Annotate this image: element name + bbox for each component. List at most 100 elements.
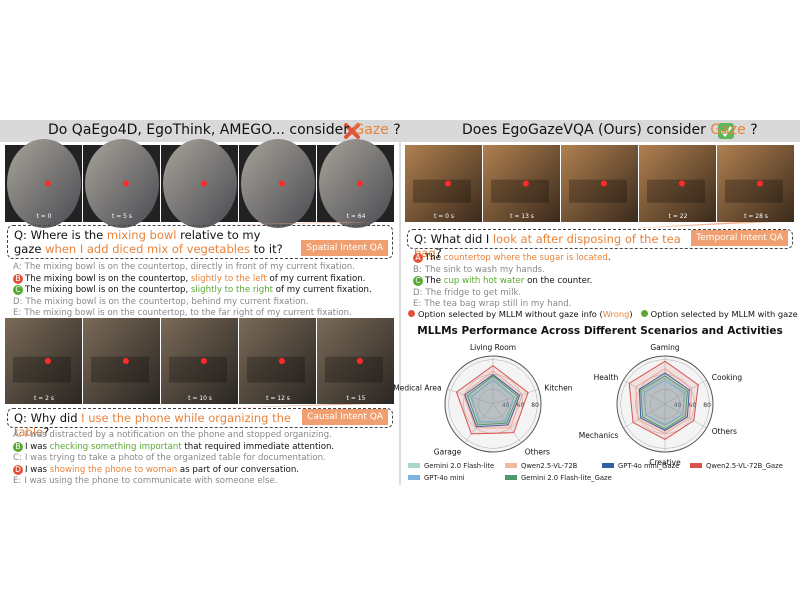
- text-segment: ?: [745, 122, 758, 138]
- gaze-point: [756, 180, 763, 187]
- radar-category-label: Gaming: [650, 343, 680, 352]
- text-segment: of my current fixation.: [266, 273, 366, 284]
- text-segment: I was trying to take a photo of the orga…: [24, 453, 326, 463]
- frame-image: [483, 145, 560, 222]
- gaze-point: [356, 180, 363, 187]
- text-segment: I was distracted by a notification on th…: [24, 430, 332, 440]
- gaze-point: [522, 180, 529, 187]
- radar-axis: [623, 403, 666, 429]
- qa-type-tag: Spatial Intent QA: [301, 240, 388, 256]
- option-letter: D:: [13, 296, 23, 307]
- answer-option: E: I was using the phone to communicate w…: [13, 476, 278, 488]
- legend-dot: [640, 310, 648, 317]
- option-letter: E:: [13, 476, 22, 486]
- radar-category-label: Cooking: [712, 373, 743, 382]
- text-segment: Q: Where is the: [14, 228, 107, 242]
- header-bar: [0, 120, 800, 142]
- text-segment: I was: [25, 464, 50, 475]
- radar-category-label: Medical Area: [393, 383, 441, 392]
- frame-time-label: t = 13 s: [510, 213, 534, 220]
- frame-shade: [169, 356, 227, 383]
- text-segment: The mixing bowl is on the countertop, to…: [24, 308, 352, 318]
- text-segment: ?: [435, 246, 442, 260]
- frame-time-label: t = 2 s: [34, 395, 54, 402]
- frame-shade: [725, 179, 783, 203]
- question-box: Q: Where is the mixing bowl relative to …: [7, 225, 393, 259]
- text-segment: I use the phone while organizing the tab…: [14, 411, 291, 439]
- chart-title: MLLMs Performance Across Different Scena…: [417, 325, 782, 337]
- text-segment: showing the phone to woman: [49, 464, 178, 475]
- frame-time-label: t = 10 s: [188, 395, 212, 402]
- radar-series-area: [469, 379, 515, 423]
- frame-image: [717, 145, 794, 222]
- radar-category-label: Living Room: [470, 343, 516, 352]
- text-segment: The fridge to get milk.: [425, 287, 522, 298]
- frame-shade: [91, 356, 149, 383]
- gaze-point: [444, 180, 451, 187]
- cross-icon: [344, 123, 360, 139]
- text-segment: The: [425, 276, 444, 286]
- radar-tick-label: 60: [517, 402, 525, 409]
- gaze-point: [44, 358, 51, 364]
- legend-swatch: [408, 475, 420, 480]
- option-badge: B: [13, 441, 23, 452]
- legend-label: GPT-4o mini: [424, 474, 465, 482]
- frame-image: [405, 145, 482, 222]
- frame-image: [317, 318, 394, 404]
- legend-swatch: [602, 463, 614, 468]
- legend-swatch: [408, 463, 420, 468]
- text-segment: countertop where the sugar is located: [443, 253, 608, 263]
- text-segment: that required immediate attention.: [181, 441, 335, 452]
- frame-image: [83, 318, 160, 404]
- text-segment: ?: [388, 122, 401, 138]
- answer-option: A: The mixing bowl is on the countertop, …: [13, 262, 355, 274]
- legend-dot: [408, 310, 415, 317]
- answer-option: E: The mixing bowl is on the countertop, …: [13, 308, 352, 320]
- frame-image-fisheye: [85, 139, 159, 228]
- frame-image-fisheye: [241, 139, 315, 228]
- gaze-point: [200, 180, 207, 187]
- question-box: Q: What did I look at after disposing of…: [407, 229, 793, 260]
- option-badge: C: [13, 285, 23, 295]
- text-segment: .: [607, 253, 611, 263]
- text-segment: cup with hot water: [443, 276, 525, 286]
- answer-option: A: I was distracted by a notification on …: [13, 430, 332, 442]
- text-segment: The: [425, 253, 444, 263]
- radar-tick-label: 80: [703, 402, 711, 409]
- legend-swatch: [690, 463, 702, 468]
- option-letter: C:: [13, 453, 22, 463]
- radar-tick-label: 40: [502, 402, 510, 409]
- gaze-point: [122, 358, 129, 364]
- check-icon: [718, 123, 734, 139]
- gaze-point: [678, 180, 685, 187]
- frame-image: [239, 318, 316, 404]
- text-segment: The sink to wash my hands.: [424, 264, 545, 275]
- text-segment: Q: Why did: [14, 411, 82, 425]
- gaze-point: [122, 180, 129, 187]
- option-letter: E:: [13, 308, 22, 318]
- gaze-beam: [219, 404, 376, 408]
- option-letter: A:: [13, 262, 22, 272]
- question-box: Q: Why did I use the phone while organiz…: [7, 408, 393, 439]
- text-segment: of my current fixation.: [273, 285, 372, 295]
- answer-option: C The cup with hot water on the counter.: [413, 276, 592, 288]
- qa-type-tag: Temporal Intent QA: [691, 230, 788, 246]
- text-segment: Do QaEgo4D, EgoThink, AMEGO... consider: [48, 122, 354, 138]
- option-letter: E:: [413, 299, 422, 309]
- text-segment: as part of our conversation.: [177, 464, 300, 475]
- answer-option: D: The mixing bowl is on the countertop, …: [13, 297, 309, 309]
- frame-shade: [325, 356, 383, 383]
- radar-category-label: Others: [525, 448, 550, 457]
- radar-series-area: [628, 360, 699, 441]
- answer-option: D: The fridge to get milk.: [413, 288, 521, 300]
- frame-time-label: t = 12 s: [266, 395, 290, 402]
- radar-category-label: Health: [594, 373, 619, 382]
- radar-category-label: Creative: [649, 458, 681, 467]
- text-segment: Does EgoGazeVQA (Ours) consider: [462, 122, 711, 138]
- frame-image: [161, 318, 238, 404]
- option-badge: C: [413, 276, 423, 286]
